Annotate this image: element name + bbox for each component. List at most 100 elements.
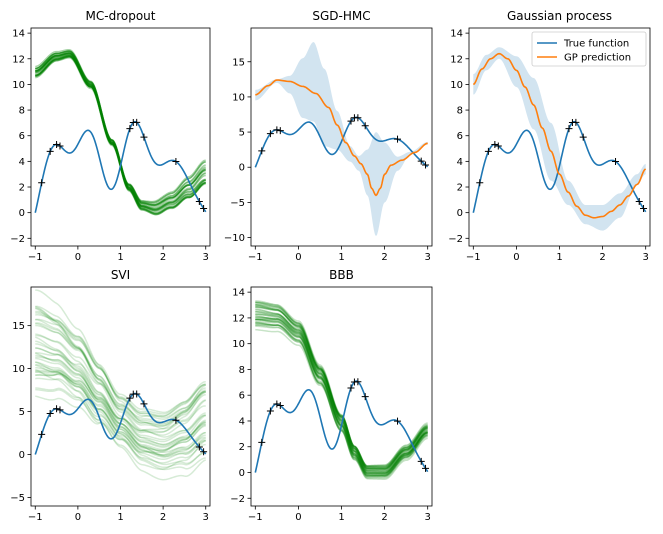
x-tick-label: −1 — [248, 512, 263, 523]
posterior-sample-line — [35, 51, 206, 205]
posterior-sample-line — [255, 304, 428, 467]
posterior-sample-line — [35, 55, 206, 212]
plot-area — [34, 289, 208, 481]
observation-point — [417, 457, 425, 465]
y-tick-label: 10 — [232, 339, 245, 350]
true-function-line — [34, 120, 207, 213]
x-tick-label: 1 — [338, 512, 344, 523]
y-tick-label: 10 — [12, 364, 25, 375]
observation-point — [258, 147, 266, 155]
observation-point — [273, 126, 281, 134]
observation-point — [172, 416, 180, 424]
posterior-sample-line — [35, 357, 206, 451]
y-tick-label: 5 — [19, 407, 25, 418]
observation-point — [140, 133, 148, 141]
observation-point — [394, 417, 402, 425]
posterior-sample-line — [35, 48, 206, 206]
posterior-sample-line — [35, 356, 206, 457]
prediction-line — [255, 79, 428, 197]
y-tick-label: 12 — [232, 313, 245, 324]
x-tick-label: 0 — [513, 252, 519, 263]
observation-point — [361, 393, 369, 401]
y-tick-label: −2 — [448, 234, 463, 245]
posterior-sample-line — [35, 307, 206, 446]
observation-point — [476, 179, 484, 187]
posterior-sample-line — [35, 372, 206, 453]
x-tick-label: 0 — [75, 252, 81, 263]
observation-point — [140, 400, 148, 408]
y-tick-label: 10 — [450, 80, 463, 91]
y-tick-label: 0 — [19, 450, 25, 461]
y-tick-label: 14 — [450, 29, 463, 40]
x-tick-label: −1 — [28, 512, 43, 523]
posterior-sample-line — [255, 328, 428, 477]
posterior-sample-line — [35, 352, 206, 418]
posterior-sample-line — [255, 322, 428, 481]
posterior-sample-line — [35, 52, 206, 207]
posterior-sample-line — [255, 325, 428, 478]
true-function-line — [254, 380, 429, 473]
posterior-sample-line — [255, 313, 428, 467]
x-tick-label: 3 — [203, 512, 209, 523]
observation-point — [258, 438, 266, 446]
y-tick-label: 5 — [239, 128, 245, 139]
posterior-sample-line — [35, 50, 206, 204]
observation-point — [266, 130, 274, 138]
chart-title: MC-dropout — [86, 9, 156, 23]
y-tick-label: 15 — [12, 321, 25, 332]
posterior-sample-line — [255, 300, 428, 474]
observation-point — [53, 140, 61, 148]
posterior-sample-line — [255, 303, 428, 470]
observation-point — [38, 179, 46, 187]
posterior-sample-line — [35, 366, 206, 469]
posterior-sample-line — [35, 314, 206, 414]
posterior-sample-line — [35, 371, 206, 457]
prediction-line — [472, 52, 647, 219]
observation-point — [491, 140, 499, 148]
y-tick-label: −5 — [10, 493, 25, 504]
plot-area — [472, 47, 648, 231]
observation-point — [354, 114, 362, 122]
plot-area — [254, 42, 430, 237]
posterior-sample-line — [255, 306, 428, 470]
plot-area — [34, 48, 208, 216]
posterior-sample-line — [35, 361, 207, 481]
observation-point — [133, 118, 141, 126]
posterior-sample-line — [255, 318, 428, 473]
y-tick-label: 6 — [19, 131, 25, 142]
uncertainty-band — [255, 42, 428, 237]
posterior-sample-line — [35, 361, 206, 452]
observation-point — [394, 135, 402, 143]
chart-title: BBB — [329, 268, 354, 282]
posterior-sample-line — [35, 388, 206, 464]
x-tick-label: 2 — [160, 512, 166, 523]
x-tick-label: −1 — [28, 252, 43, 263]
posterior-sample-line — [255, 302, 428, 470]
y-tick-label: 4 — [19, 157, 25, 168]
true-function-line — [34, 392, 207, 455]
posterior-sample-line — [255, 324, 428, 479]
posterior-sample-line — [35, 322, 206, 438]
observation-point — [361, 122, 369, 130]
observation-point — [572, 118, 580, 126]
posterior-sample-line — [255, 316, 428, 468]
y-tick-label: 2 — [457, 183, 463, 194]
observation-point — [484, 147, 492, 155]
posterior-sample-line — [255, 313, 428, 467]
posterior-sample-line — [35, 324, 206, 423]
observation-point — [195, 443, 203, 451]
observation-point — [172, 157, 180, 165]
observation-point — [612, 157, 620, 165]
legend-label: True function — [563, 39, 629, 50]
x-tick-label: −1 — [248, 252, 263, 263]
observation-point — [273, 400, 281, 408]
y-tick-label: −5 — [230, 198, 245, 209]
posterior-sample-line — [255, 311, 428, 472]
observation-point — [200, 205, 208, 213]
observation-point — [266, 407, 274, 415]
posterior-sample-line — [35, 336, 206, 434]
x-tick-label: 1 — [117, 252, 123, 263]
posterior-sample-line — [255, 319, 428, 469]
